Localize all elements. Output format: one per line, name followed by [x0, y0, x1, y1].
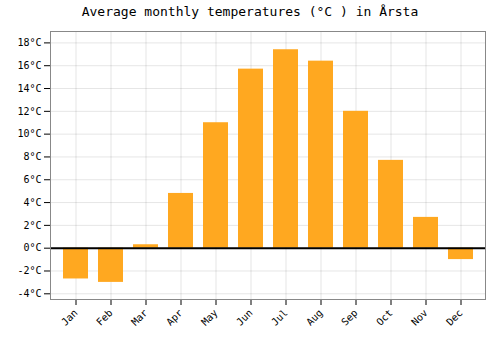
svg-text:10°C: 10°C [17, 128, 41, 139]
svg-text:8°C: 8°C [23, 151, 41, 162]
svg-text:0°C: 0°C [23, 242, 41, 253]
svg-text:Oct: Oct [374, 307, 395, 328]
svg-text:Aug: Aug [304, 307, 325, 328]
svg-text:Apr: Apr [164, 307, 185, 328]
svg-text:-2°C: -2°C [17, 265, 41, 276]
svg-text:Dec: Dec [444, 307, 465, 328]
html-text:Average monthly temperatures (: Average monthly temperatures (°C ) in År… [81, 4, 419, 19]
svg-text:Sep: Sep [339, 307, 360, 328]
svg-text:14°C: 14°C [17, 83, 41, 94]
svg-text:Mar: Mar [129, 307, 150, 328]
svg-text:12°C: 12°C [17, 106, 41, 117]
svg-text:Jan: Jan [59, 307, 80, 328]
svg-text:4°C: 4°C [23, 197, 41, 208]
svg-text:6°C: 6°C [23, 174, 41, 185]
svg-text:Nov: Nov [409, 307, 430, 328]
svg-text:May: May [199, 307, 220, 328]
svg-text:Jul: Jul [269, 307, 290, 328]
svg-text:Jun: Jun [234, 307, 255, 328]
svg-text:18°C: 18°C [17, 37, 41, 48]
svg-text:16°C: 16°C [17, 60, 41, 71]
svg-text:-4°C: -4°C [17, 288, 41, 299]
svg-text:Feb: Feb [94, 307, 115, 328]
svg-text:2°C: 2°C [23, 220, 41, 231]
